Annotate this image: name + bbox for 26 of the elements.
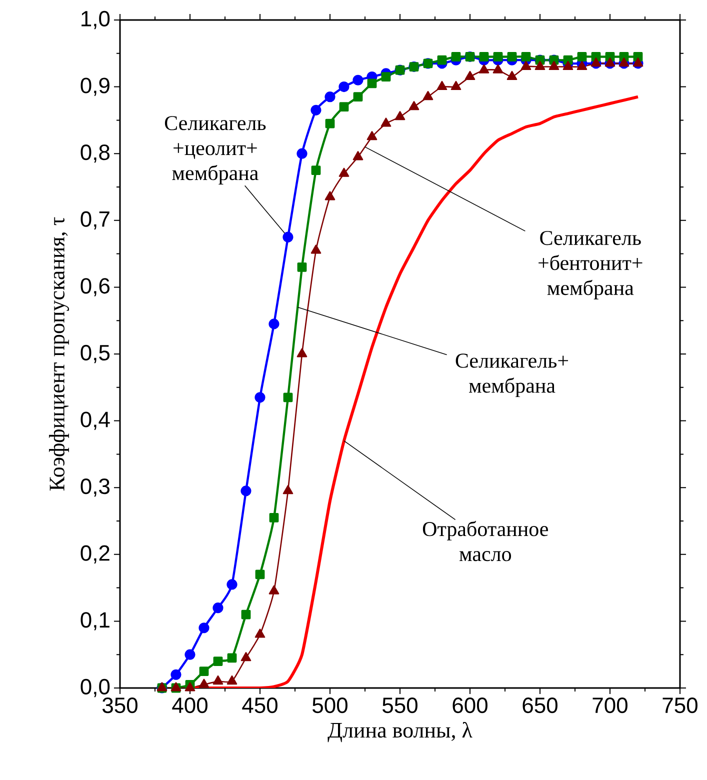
y-tick-label: 0,4 — [80, 412, 110, 430]
y-tick-label: 0,9 — [80, 78, 110, 96]
x-tick-label: 650 — [522, 698, 558, 714]
y-tick-label: 0,1 — [80, 612, 110, 630]
x-tick-label: 350 — [102, 698, 138, 714]
annotation: Селикагель +бентонит+ мембрана — [538, 230, 642, 300]
y-tick-label: 0,8 — [80, 144, 110, 163]
y-tick-label: 0,7 — [80, 211, 110, 230]
annotation: Селикагель +цеолит+ мембрана — [164, 116, 266, 184]
x-axis-title: Длина волны, λ — [328, 722, 472, 742]
x-tick-label: 600 — [452, 698, 488, 714]
x-tick-label: 400 — [172, 698, 208, 714]
y-tick-label: 0,2 — [80, 545, 110, 564]
y-tick-label: 1,0 — [82, 10, 110, 30]
y-tick-label: 0,6 — [80, 278, 110, 296]
x-tick-label: 500 — [312, 698, 348, 714]
x-tick-label: 700 — [592, 698, 628, 714]
y-tick-label: 0,5 — [80, 344, 110, 364]
x-tick-label: 750 — [662, 698, 698, 714]
annotation: Отработанное масло — [422, 520, 548, 562]
annotation: Селикагель+ мембрана — [456, 354, 568, 398]
y-tick-label: 0,3 — [80, 478, 110, 497]
y-axis-title: Коэффициент пропускания, τ — [49, 217, 70, 491]
x-tick-label: 450 — [242, 698, 278, 714]
y-tick-label: 0,0 — [80, 678, 110, 698]
x-tick-label: 550 — [382, 698, 418, 714]
